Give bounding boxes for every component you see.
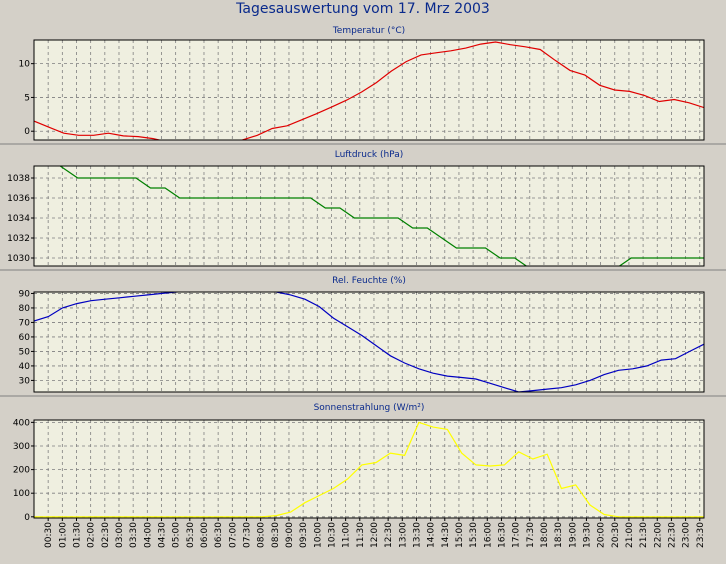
y-tick-label: 60 xyxy=(19,333,31,343)
chart-panel-0: 0 5 10 Temperatur (°C) xyxy=(0,26,726,145)
x-tick-label: 18:00 xyxy=(540,522,550,548)
x-tick-label: 06:00 xyxy=(200,522,210,548)
y-tick-label: 0 xyxy=(24,513,30,523)
y-tick-label: 1036 xyxy=(7,194,30,204)
plot-area xyxy=(34,40,704,140)
x-tick-label: 13:30 xyxy=(412,522,422,548)
x-tick-label: 08:30 xyxy=(271,522,281,548)
x-tick-label: 22:30 xyxy=(667,522,677,548)
x-axis-labels: 00:30 01:00 01:30 02:00 02:30 03:00 03:30 04:00… xyxy=(44,518,706,548)
y-tick-label: 0 xyxy=(24,127,30,137)
x-tick-label: 19:00 xyxy=(568,522,578,548)
x-tick-label: 17:00 xyxy=(512,522,522,548)
x-tick-label: 00:30 xyxy=(44,522,54,548)
x-tick-label: 12:00 xyxy=(370,522,380,548)
y-tick-label: 5 xyxy=(24,93,30,103)
series-line xyxy=(34,41,704,140)
x-tick-label: 02:30 xyxy=(101,522,111,548)
x-tick-label: 09:30 xyxy=(299,522,309,548)
chart-panel-3: 0 100 200 300 400 Sonnenstrahlung (W/m²) xyxy=(13,403,705,523)
plot-area xyxy=(34,420,704,518)
axis-frame xyxy=(33,39,705,141)
x-tick-label: 21:30 xyxy=(639,522,649,548)
y-tick-label: 40 xyxy=(19,362,31,372)
chart-title: Sonnenstrahlung (W/m²) xyxy=(314,403,425,413)
x-tick-label: 03:30 xyxy=(129,522,139,548)
x-tick-label: 11:30 xyxy=(356,522,366,548)
chart-title: Rel. Feuchte (%) xyxy=(332,276,406,286)
x-tick-label: 06:30 xyxy=(214,522,224,548)
y-tick-label: 200 xyxy=(13,466,30,476)
y-tick-label: 50 xyxy=(19,347,31,357)
x-tick-label: 01:00 xyxy=(58,522,68,548)
y-tick-label: 90 xyxy=(19,289,31,299)
x-tick-label: 18:30 xyxy=(554,522,564,548)
x-tick-label: 04:30 xyxy=(157,522,167,548)
x-tick-label: 01:30 xyxy=(72,522,82,548)
x-tick-label: 07:00 xyxy=(228,522,238,548)
x-tick-label: 13:00 xyxy=(398,522,408,548)
x-tick-label: 23:30 xyxy=(696,522,706,548)
x-tick-label: 20:00 xyxy=(597,522,607,548)
chart-panel-1: 1030 1032 1034 1036 1038 Luftdruck (hPa) xyxy=(0,150,726,271)
x-tick-label: 15:30 xyxy=(469,522,479,548)
x-tick-label: 20:30 xyxy=(611,522,621,548)
y-tick-label: 1032 xyxy=(7,234,30,244)
x-tick-label: 10:00 xyxy=(313,522,323,548)
x-tick-label: 04:00 xyxy=(143,522,153,548)
y-tick-label: 30 xyxy=(19,376,31,386)
y-tick-label: 400 xyxy=(13,418,30,428)
y-tick-label: 80 xyxy=(19,304,31,314)
chart-panel-2: 30 40 50 60 70 80 90 Rel. Feuchte (%) xyxy=(0,276,726,397)
chart-title: Luftdruck (hPa) xyxy=(335,150,404,160)
x-tick-label: 02:00 xyxy=(87,522,97,548)
x-tick-label: 09:00 xyxy=(285,522,295,548)
plot-area xyxy=(34,166,704,266)
x-tick-label: 07:30 xyxy=(242,522,252,548)
y-tick-label: 1038 xyxy=(7,174,30,184)
x-tick-label: 11:00 xyxy=(342,522,352,548)
x-tick-label: 08:00 xyxy=(257,522,267,548)
y-tick-label: 70 xyxy=(19,318,31,328)
x-tick-label: 05:00 xyxy=(172,522,182,548)
x-tick-label: 14:00 xyxy=(427,522,437,548)
x-tick-label: 16:30 xyxy=(497,522,507,548)
series-line xyxy=(59,166,704,266)
x-tick-label: 23:00 xyxy=(682,522,692,548)
x-tick-label: 03:00 xyxy=(115,522,125,548)
x-tick-label: 19:30 xyxy=(582,522,592,548)
x-tick-label: 17:30 xyxy=(526,522,536,548)
axis-frame xyxy=(33,165,705,267)
y-tick-label: 1034 xyxy=(7,214,30,224)
x-tick-label: 10:30 xyxy=(327,522,337,548)
y-tick-label: 1030 xyxy=(7,254,30,264)
x-tick-label: 22:00 xyxy=(653,522,663,548)
x-tick-label: 05:30 xyxy=(186,522,196,548)
x-tick-label: 15:00 xyxy=(455,522,465,548)
x-tick-label: 16:00 xyxy=(483,522,493,548)
axis-frame xyxy=(33,291,705,393)
y-tick-label: 10 xyxy=(19,60,31,70)
y-tick-label: 100 xyxy=(13,489,30,499)
axis-frame xyxy=(33,419,705,519)
x-tick-label: 12:30 xyxy=(384,522,394,548)
page-title: Tagesauswertung vom 17. Mrz 2003 xyxy=(236,1,490,17)
y-tick-label: 300 xyxy=(13,442,30,452)
chart-title: Temperatur (°C) xyxy=(332,26,405,36)
x-tick-label: 21:00 xyxy=(625,522,635,548)
x-tick-label: 14:30 xyxy=(441,522,451,548)
series-line xyxy=(34,421,704,518)
series-line xyxy=(34,292,704,392)
plot-area xyxy=(34,292,704,392)
